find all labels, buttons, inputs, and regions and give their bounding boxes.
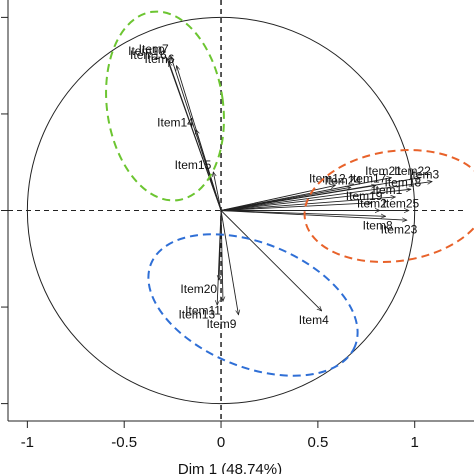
- loading-arrow: [221, 210, 407, 221]
- item-label: Item16: [130, 48, 167, 62]
- item-label: Item3: [409, 168, 439, 182]
- item-label: Item24: [324, 173, 361, 187]
- loading-arrow: [220, 182, 432, 211]
- item-label: Item2: [357, 197, 387, 211]
- loading-arrow: [196, 129, 222, 211]
- loading-arrow: [221, 197, 395, 211]
- loading-arrow: [217, 210, 222, 306]
- item-label: Item9: [206, 317, 236, 331]
- item-label: Item23: [381, 222, 418, 236]
- loading-arrow: [213, 172, 222, 211]
- loading-arrow: [220, 187, 351, 211]
- item-label: Item18: [384, 175, 421, 189]
- x-tick-label: -1: [21, 434, 34, 451]
- item-label: Item19: [346, 189, 383, 203]
- item-label: Item11: [185, 303, 221, 317]
- item-label: Item22: [394, 164, 431, 178]
- x-axis-label: Dim 1 (48.74%): [178, 461, 282, 474]
- loading-arrow: [220, 189, 411, 211]
- x-tick-label: 0: [217, 434, 225, 451]
- item-label: Item6: [144, 52, 174, 66]
- loading-arrow: [221, 210, 386, 217]
- item-label: Item8: [363, 218, 393, 232]
- loading-arrow: [221, 203, 372, 211]
- item-label: Item25: [383, 197, 420, 211]
- loading-arrow: [169, 62, 222, 211]
- x-tick-label: -0.5: [111, 434, 137, 451]
- item-label: Item7: [139, 42, 169, 56]
- plot-area: -1-0.500.51-1-0.500.51Item10Item7Item16I…: [1, 0, 474, 451]
- group-ellipse: [303, 149, 474, 263]
- x-tick-label: 0.5: [307, 434, 328, 451]
- group-ellipse: [105, 10, 225, 202]
- loading-arrow: [220, 210, 238, 315]
- item-label: Item17: [350, 172, 387, 186]
- item-label: Item10: [128, 44, 165, 58]
- item-label: Item4: [299, 313, 329, 327]
- x-tick-label: 1: [411, 434, 419, 451]
- item-label: Item1: [372, 183, 402, 197]
- item-label: Item20: [180, 282, 217, 296]
- loading-arrow: [220, 185, 335, 211]
- item-label: Item15: [175, 158, 212, 172]
- item-label: Item12: [309, 172, 346, 186]
- loading-arrow: [221, 210, 223, 302]
- group-ellipse: [147, 233, 359, 377]
- item-label: Item21: [365, 164, 402, 178]
- loading-arrow: [220, 210, 322, 311]
- item-label: Item14: [157, 116, 194, 130]
- item-label: Item13: [178, 307, 215, 321]
